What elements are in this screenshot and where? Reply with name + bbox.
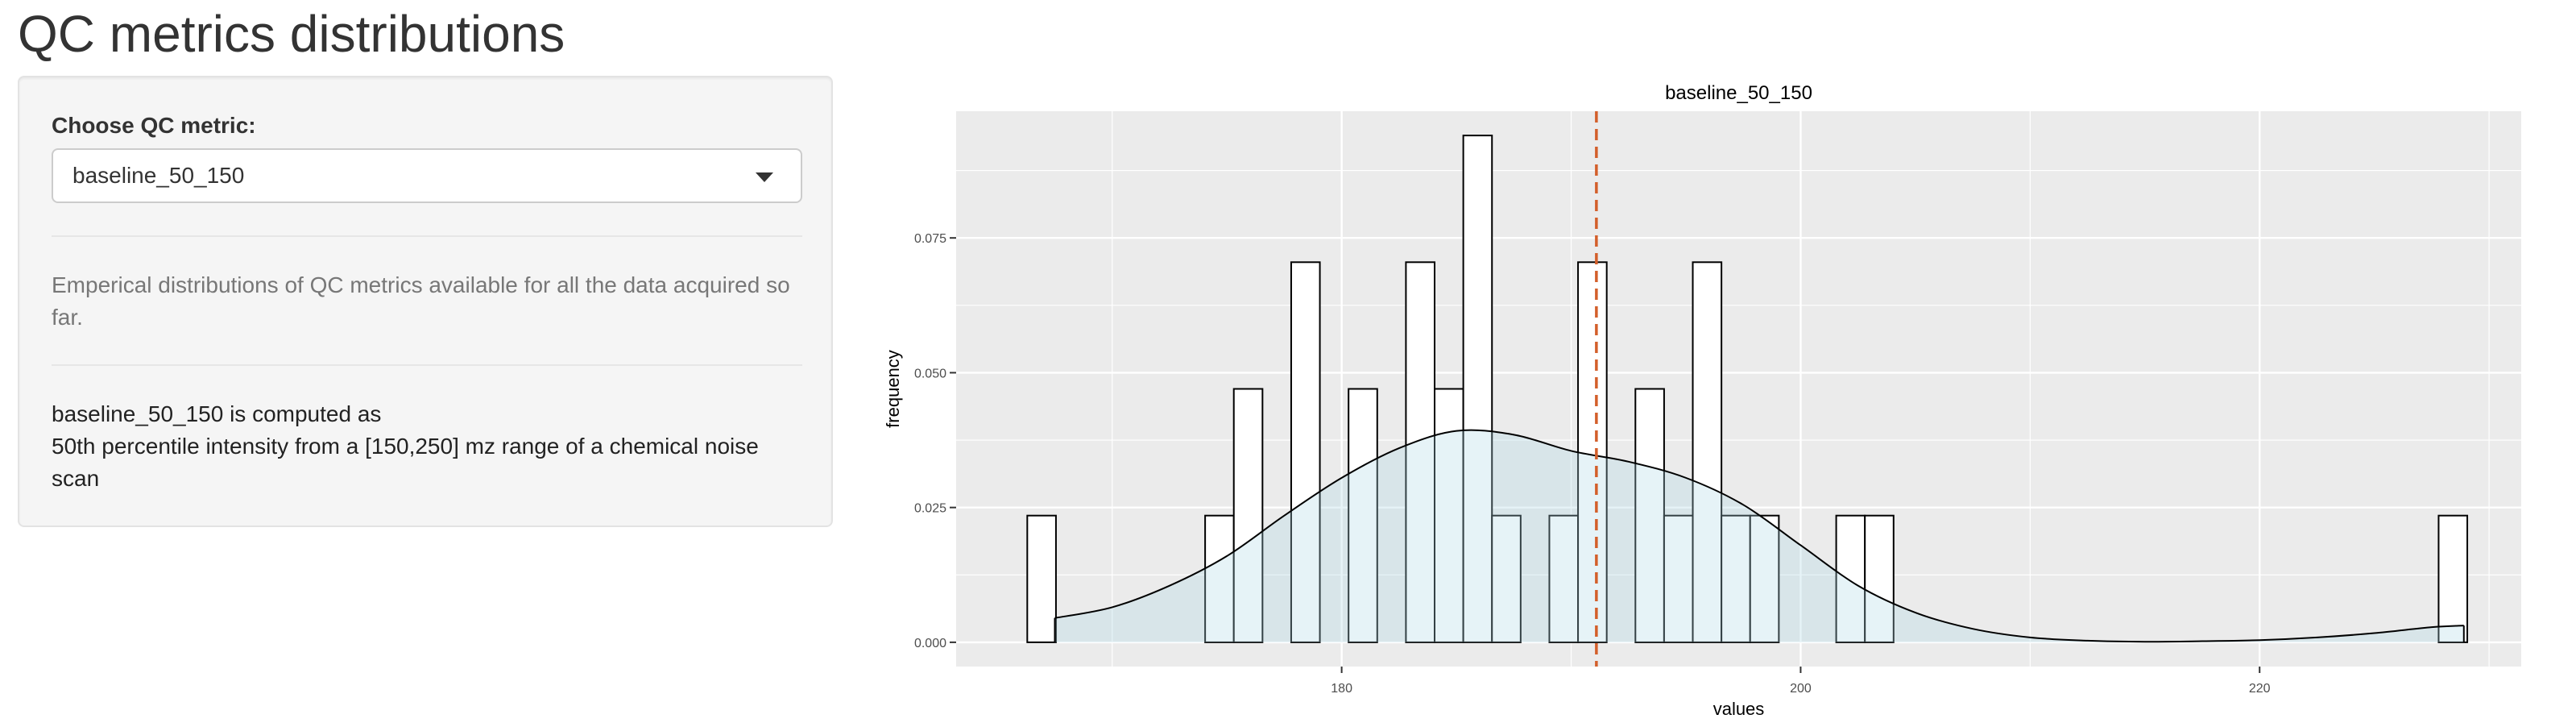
density-area xyxy=(1054,430,2464,642)
metric-select-value: baseline_50_150 xyxy=(72,163,245,188)
y-tick-label: 0.075 xyxy=(914,232,946,246)
y-axis-label: frequency xyxy=(883,350,903,428)
chart-title: baseline_50_150 xyxy=(1665,82,1812,104)
metric-select[interactable]: baseline_50_150 xyxy=(52,148,802,203)
histogram-bar xyxy=(1864,514,1895,643)
histogram-bar xyxy=(1548,514,1580,643)
histogram-bar xyxy=(1204,514,1235,643)
histogram-bars xyxy=(1026,135,2469,643)
metric-description: Emperical distributions of QC metrics av… xyxy=(52,272,790,330)
divider xyxy=(52,364,802,366)
histogram-bar xyxy=(1749,514,1780,643)
histogram-bar xyxy=(1634,388,1665,643)
histogram-bar xyxy=(1290,261,1321,643)
histogram-bar xyxy=(1577,261,1608,643)
histogram-bar xyxy=(1026,514,1057,643)
computed-line-2: 50th percentile intensity from a [150,25… xyxy=(52,434,759,491)
x-tick-label: 220 xyxy=(2249,682,2271,696)
divider xyxy=(52,235,802,237)
qc-metric-histogram: 0.000 0.025 0.050 0.075 180 200 220 baseline_5… xyxy=(883,82,2521,717)
histogram-bar xyxy=(1348,388,1378,643)
histogram-bar xyxy=(1692,261,1723,643)
metric-computation-info: baseline_50_150 is computed as 50th perc… xyxy=(52,398,809,495)
y-tick-label: 0.025 xyxy=(914,502,946,516)
x-axis-label: values xyxy=(1713,699,1765,717)
histogram-bar xyxy=(1835,514,1866,643)
histogram-bar xyxy=(1232,388,1264,643)
computed-line-1: baseline_50_150 is computed as xyxy=(52,401,382,426)
histogram-bar xyxy=(1663,514,1694,643)
grid-lines xyxy=(956,111,2521,667)
density-curve-layer xyxy=(1054,429,2465,643)
histogram-bar xyxy=(1462,135,1493,643)
caret-down-icon[interactable] xyxy=(756,172,773,182)
y-tick-label: 0.000 xyxy=(914,637,946,650)
page-title: QC metrics distributions xyxy=(18,5,565,63)
density-curve xyxy=(1054,429,2464,643)
y-tick-label: 0.050 xyxy=(914,367,946,380)
x-tick-label: 180 xyxy=(1331,682,1352,696)
axes: 0.000 0.025 0.050 0.075 180 200 220 xyxy=(914,232,2271,696)
histogram-bar xyxy=(1405,261,1436,643)
histogram-bar xyxy=(1721,514,1751,643)
histogram-bar xyxy=(2437,514,2469,643)
histogram-bar xyxy=(1491,514,1522,643)
metric-select-label: Choose QC metric: xyxy=(52,113,256,138)
sidebar-panel: Choose QC metric: baseline_50_150 Emperi… xyxy=(18,76,833,527)
x-tick-label: 200 xyxy=(1790,682,1812,696)
